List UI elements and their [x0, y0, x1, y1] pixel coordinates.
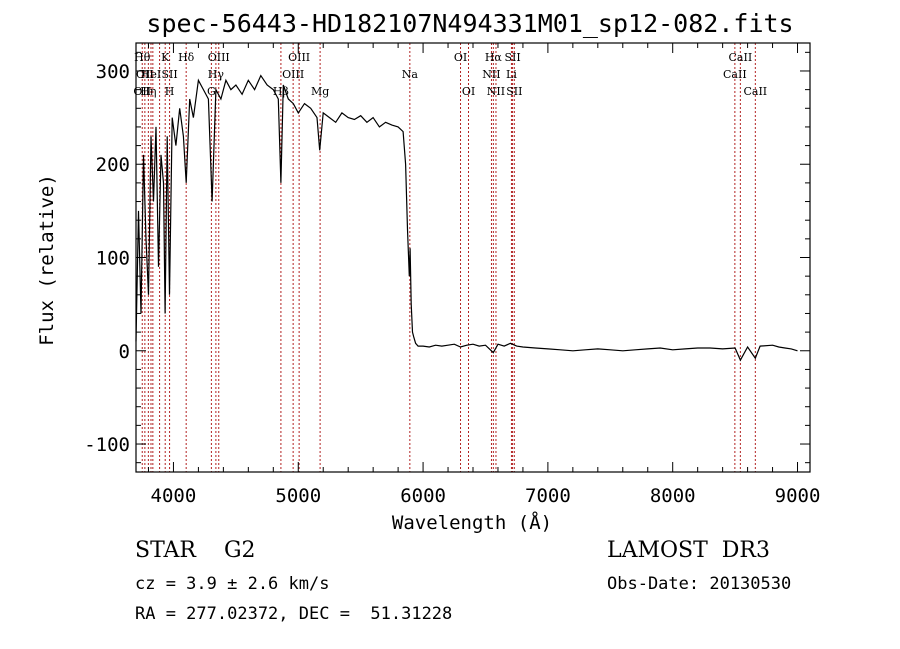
- x-tick-label: 4000: [151, 485, 197, 507]
- spectral-line-label: H: [165, 85, 175, 98]
- spectral-line-label: Hθ: [134, 51, 151, 64]
- y-tick-label: 100: [96, 248, 130, 270]
- spectral-line-label: SII: [506, 85, 522, 98]
- y-tick-label: 0: [119, 341, 130, 363]
- y-tick-label: -100: [84, 434, 130, 456]
- y-tick-label: 200: [96, 154, 130, 176]
- x-tick-label: 9000: [775, 485, 821, 507]
- spectral-line-label: OI: [454, 51, 467, 64]
- x-tick-label: 5000: [275, 485, 321, 507]
- spectral-line-label: Hγ: [208, 68, 225, 81]
- plot-frame: [135, 42, 811, 473]
- spectral-line-label: CaII: [729, 51, 753, 64]
- spectral-line-label: OIII: [288, 51, 310, 64]
- spectral-line-label: OIII: [208, 51, 230, 64]
- y-tick-label: 300: [96, 61, 130, 83]
- observation-date: Obs-Date: 20130530: [607, 574, 792, 594]
- x-axis-label: Wavelength (Å): [392, 511, 552, 534]
- spectral-line-label: Hη: [140, 85, 156, 98]
- spectral-line-label: HeI: [141, 68, 161, 81]
- spectral-line-label: Li: [506, 68, 517, 81]
- spectral-line-label: OII: [133, 85, 151, 98]
- spectral-line-label: SII: [504, 51, 520, 64]
- spectral-line-label: CaII: [723, 68, 747, 81]
- spectral-line-label: SII: [161, 68, 177, 81]
- x-tick-label: 7000: [525, 485, 571, 507]
- spectral-line-label: G: [207, 85, 216, 98]
- ra-dec-coordinates: RA = 277.02372, DEC = 51.31228: [135, 604, 453, 624]
- spectral-line-label: Hδ: [178, 51, 195, 64]
- spectral-line-labels: HθOIIOIIHηHeIKSIIHHδGHγOIIIHβOIIIOIIIMgN…: [133, 51, 767, 98]
- x-tick-label: 8000: [650, 485, 696, 507]
- spectral-line-label: OI: [462, 85, 475, 98]
- spectral-line-label: Hβ: [273, 85, 289, 98]
- spectral-line-label: K: [161, 51, 170, 64]
- spectral-line-label: OIII: [282, 68, 304, 81]
- x-tick-label: 6000: [400, 485, 446, 507]
- object-class: STAR G2: [135, 538, 256, 563]
- chart-title: spec-56443-HD182107N494331M01_sp12-082.f…: [146, 9, 793, 38]
- spectral-line-label: Hα: [485, 51, 503, 64]
- survey-name: LAMOST DR3: [607, 538, 770, 563]
- axis-ticks: 4000 5000 6000 7000 8000 9000 -100 0 100 200 300: [84, 43, 820, 507]
- spectral-line-label: Na: [402, 68, 419, 81]
- spectral-line-markers: [141, 43, 756, 472]
- spectral-line-label: OII: [136, 68, 154, 81]
- spectral-line-label: Mg: [311, 85, 329, 98]
- flux-series-line: [135, 74, 798, 362]
- spectral-line-label: CaII: [743, 85, 767, 98]
- spectral-line-label: NII: [487, 85, 505, 98]
- y-axis-label: Flux (relative): [36, 174, 58, 346]
- spectral-line-label: NII: [482, 68, 500, 81]
- redshift-cz: cz = 3.9 ± 2.6 km/s: [135, 574, 330, 594]
